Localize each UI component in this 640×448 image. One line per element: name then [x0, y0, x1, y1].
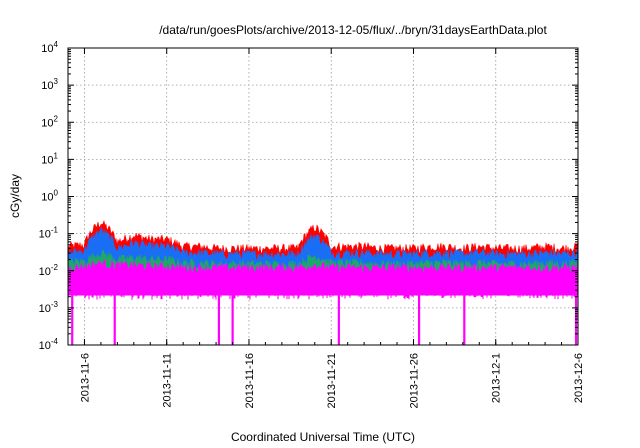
y-tick-exponent: 3: [54, 77, 59, 86]
y-tick-exponent: -3: [51, 300, 59, 309]
series-dropout: [71, 295, 74, 345]
x-tick-label: 2013-11-16: [244, 353, 256, 408]
y-tick-label: 10-1: [39, 226, 59, 241]
x-tick-label: 2013-11-26: [408, 353, 420, 408]
y-tick-exponent: 2: [54, 114, 59, 123]
x-tick-label: 2013-11-11: [162, 353, 174, 408]
series-dropout: [113, 295, 116, 345]
y-tick-exponent: 0: [54, 189, 59, 198]
series-dropout: [574, 295, 578, 345]
series-area-4: [67, 259, 579, 296]
series-dropout: [417, 295, 421, 345]
x-tick-label: 2013-11-21: [326, 353, 338, 408]
x-tick-label: 2013-12-1: [491, 353, 503, 403]
series-group: [67, 220, 579, 345]
y-tick-exponent: -4: [51, 337, 59, 346]
y-tick-label: 10-2: [39, 263, 59, 278]
x-axis: 2013-11-6 2013-11-11 2013-11-16 2013-11-21 2…: [67, 48, 585, 408]
y-axis-label: cGy/day: [8, 174, 22, 218]
y-tick-label: 10-3: [39, 300, 59, 315]
grid: [68, 48, 579, 345]
y-tick-label: 102: [41, 114, 58, 129]
series-dropout: [231, 295, 234, 345]
y-tick-label: 101: [41, 151, 58, 166]
series-dropout: [337, 295, 340, 345]
y-tick-exponent: -1: [51, 226, 59, 235]
series-dropout: [463, 295, 466, 345]
x-axis-label: Coordinated Universal Time (UTC): [231, 430, 415, 444]
x-tick-label: 2013-11-6: [79, 353, 91, 402]
y-tick-label: 103: [41, 77, 58, 92]
chart-title: /data/run/goesPlots/archive/2013-12-05/f…: [159, 23, 547, 37]
y-tick-label: 10-4: [39, 337, 59, 352]
y-tick-exponent: 4: [54, 40, 59, 49]
y-tick-label: 104: [41, 40, 58, 55]
x-tick-label: 2013-12-6: [573, 353, 585, 403]
series-dropout: [217, 295, 221, 345]
y-tick-exponent: -2: [51, 263, 59, 272]
y-tick-label: 100: [41, 189, 58, 204]
y-tick-exponent: 1: [54, 151, 59, 160]
